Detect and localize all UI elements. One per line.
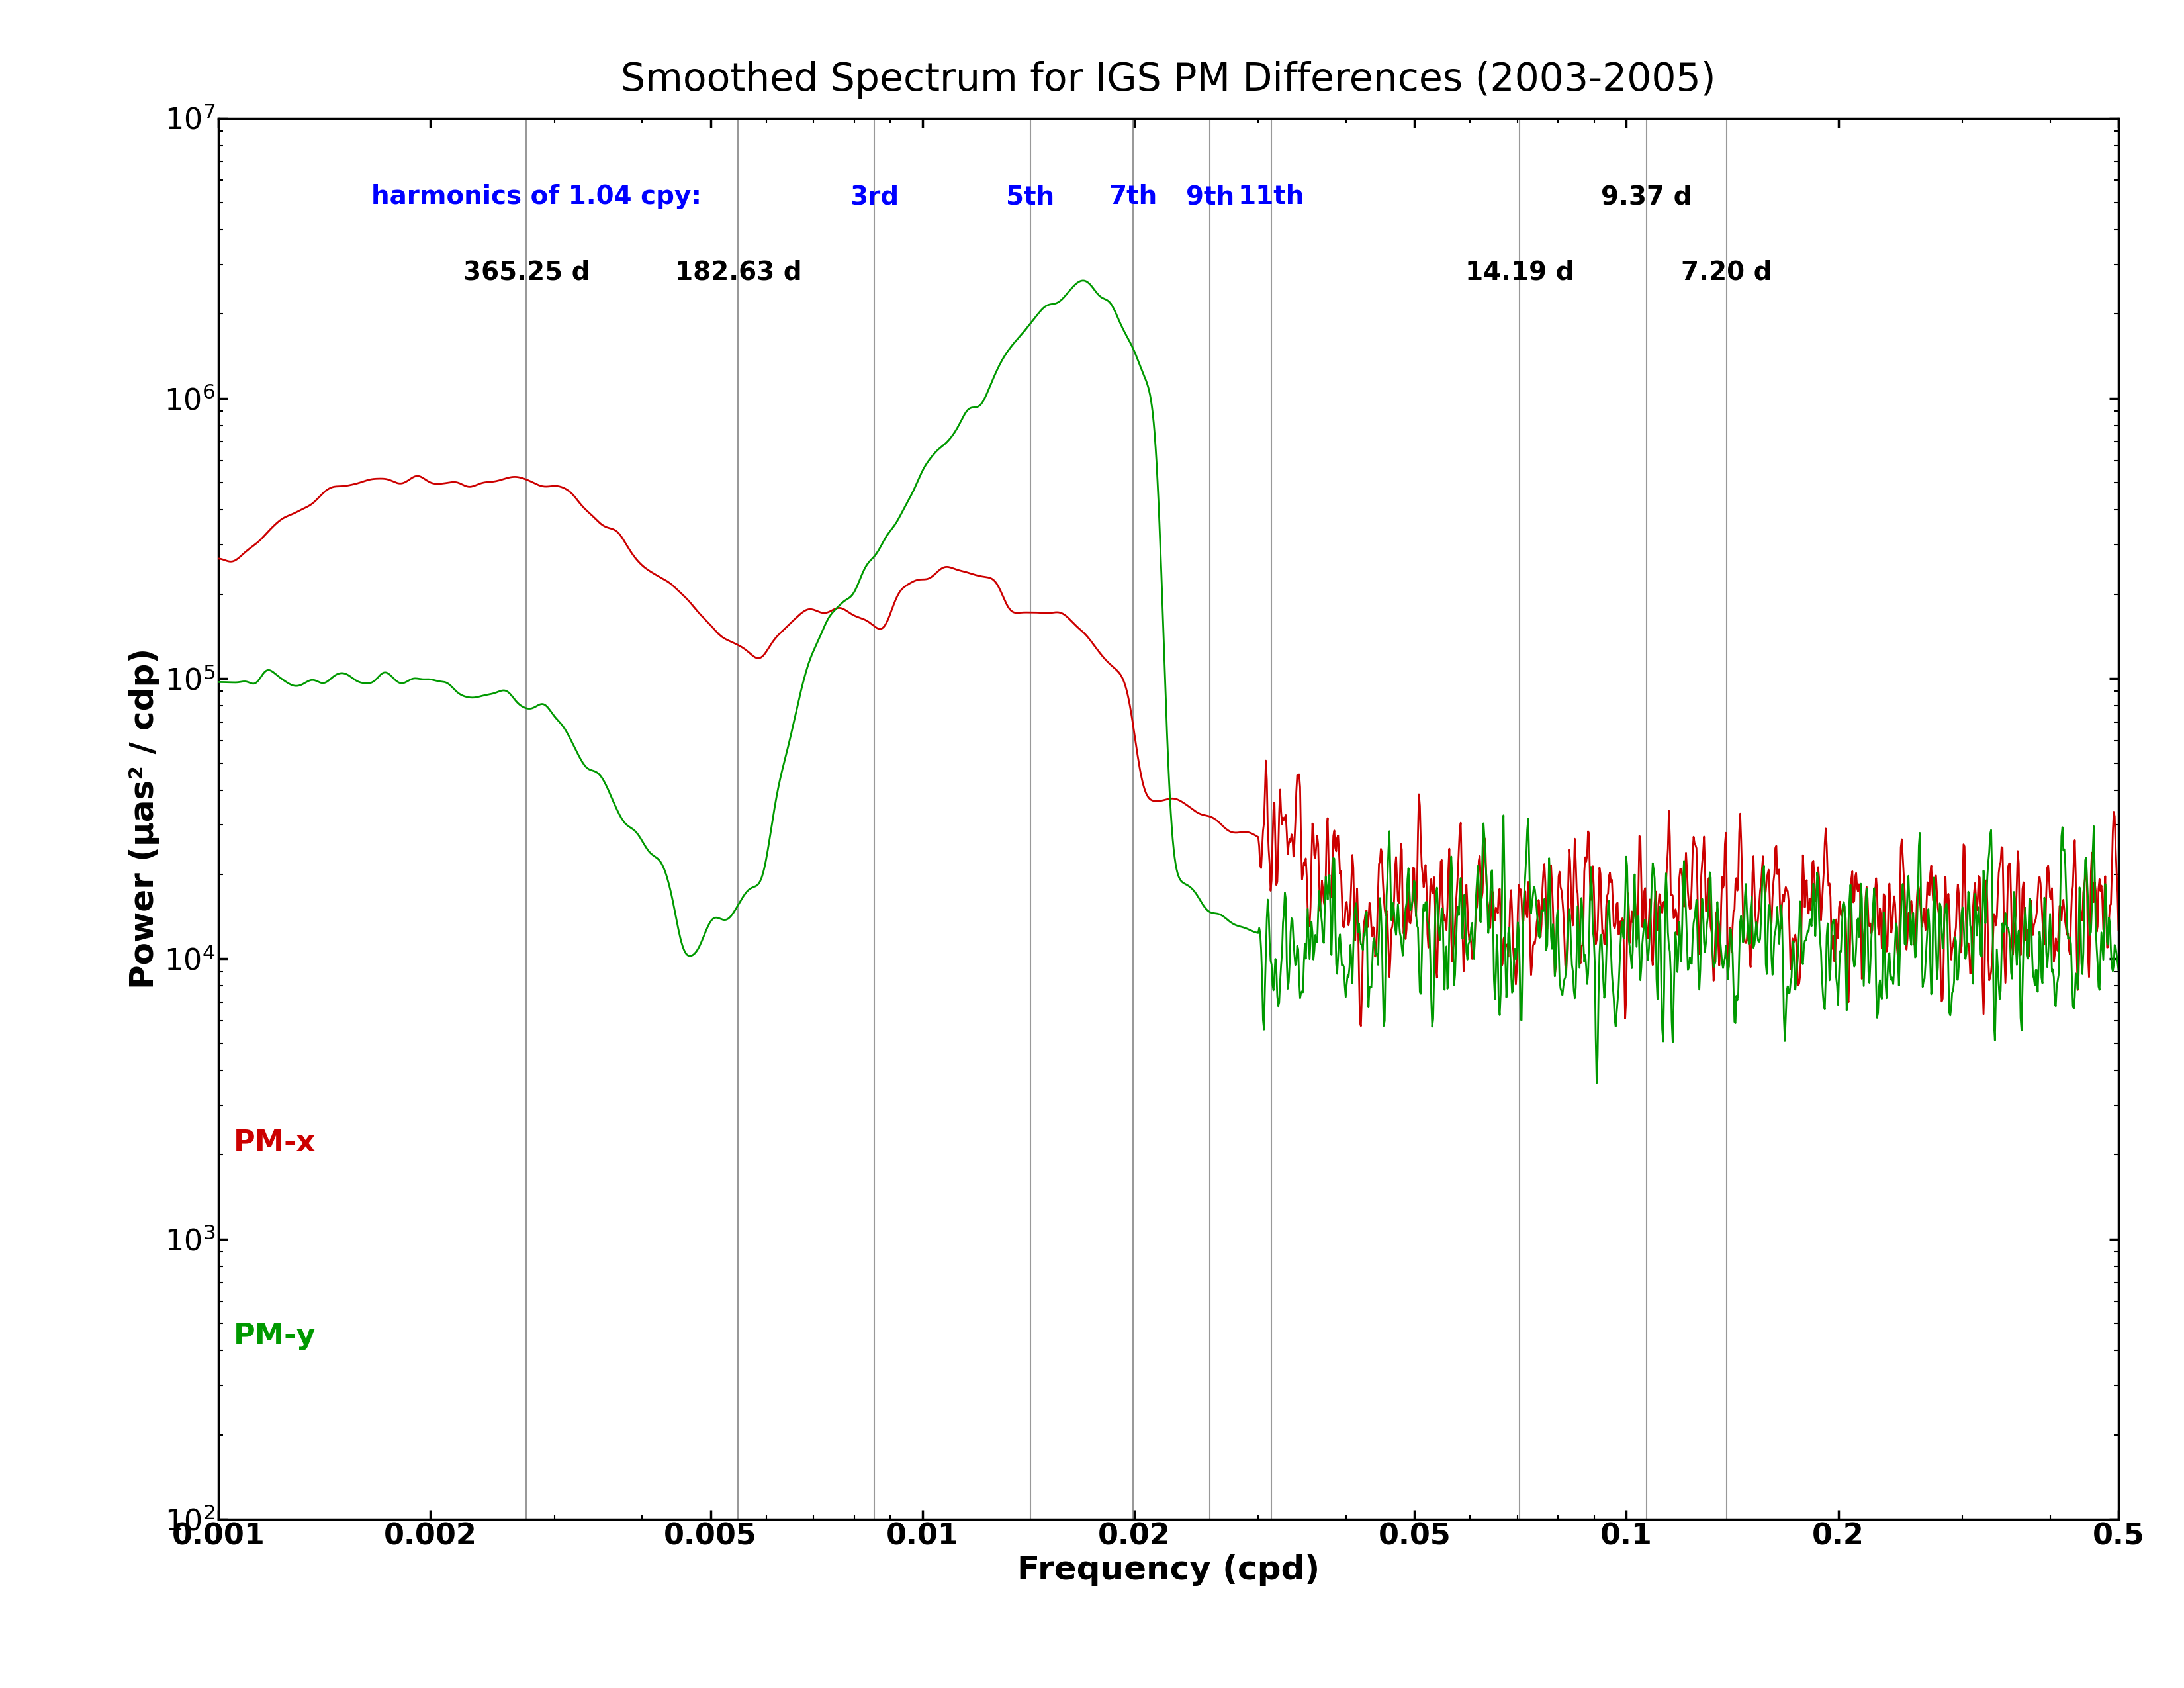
Text: 7.20 d: 7.20 d [1682,260,1773,285]
Title: Smoothed Spectrum for IGS PM Differences (2003-2005): Smoothed Spectrum for IGS PM Differences… [620,61,1717,98]
Text: 182.63 d: 182.63 d [675,260,802,285]
Text: 9.37 d: 9.37 d [1601,184,1693,209]
Y-axis label: Power (μas² / cdp): Power (μas² / cdp) [129,648,159,989]
Text: harmonics of 1.04 cpy:: harmonics of 1.04 cpy: [371,184,701,209]
Text: PM-y: PM-y [234,1322,317,1350]
Text: 5th: 5th [1007,184,1055,209]
Text: 14.19 d: 14.19 d [1465,260,1575,285]
Text: 7th: 7th [1109,184,1158,209]
Text: 9th: 9th [1186,184,1234,209]
Text: PM-x: PM-x [234,1129,314,1158]
X-axis label: Frequency (cpd): Frequency (cpd) [1018,1555,1319,1587]
Text: 365.25 d: 365.25 d [463,260,590,285]
Text: 11th: 11th [1238,184,1304,209]
Text: 3rd: 3rd [850,184,900,209]
